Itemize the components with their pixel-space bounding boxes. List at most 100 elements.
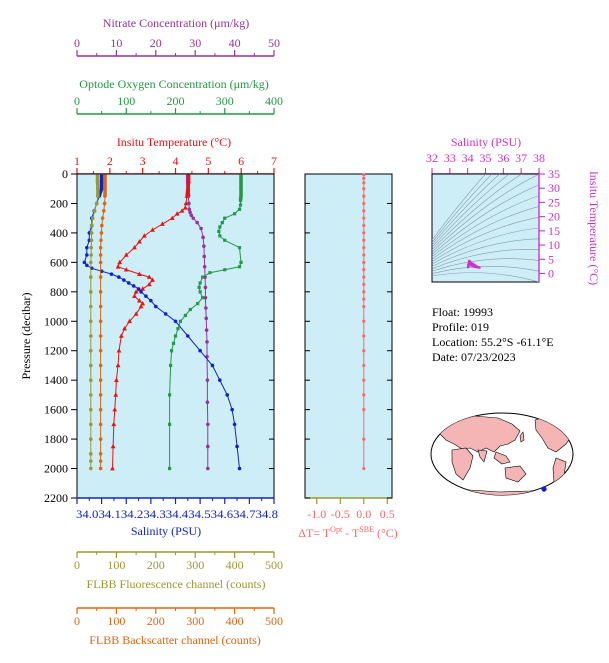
oxygen-point	[167, 422, 172, 426]
pressure-tick-label: 1200	[44, 344, 68, 358]
ts-density-contours	[432, 174, 539, 282]
fluor-axis-tick-label: 100	[107, 558, 125, 572]
delta-t-series-group	[362, 173, 366, 471]
salinity-point	[136, 287, 141, 291]
backscatter-point	[98, 290, 103, 294]
ts-temperature-axis-label: Insitu Temperature (°C)	[587, 171, 601, 285]
temperature-point	[110, 443, 116, 449]
backscatter-point	[98, 422, 103, 427]
nitrate-axis-tick-label: 50	[268, 36, 280, 50]
temperature-point	[159, 221, 165, 226]
oxygen-point	[239, 260, 243, 264]
temperature-point	[118, 333, 124, 338]
delta-t-point	[362, 275, 366, 279]
nitrate-point	[206, 422, 210, 427]
delta-t-tick-label: 0.5	[380, 507, 395, 521]
nitrate-axis-tick-label: 40	[229, 36, 241, 50]
backscatter-point	[98, 459, 103, 463]
ts-density-contour	[432, 174, 539, 253]
fluorescence-point	[88, 393, 93, 397]
nitrate-point	[204, 328, 209, 332]
temp-axis-tick-label: 5	[205, 154, 211, 168]
oxygen-axis-tick-label: 0	[74, 94, 80, 108]
ts-temperature-tick-label: 25	[548, 195, 560, 209]
profile-text: Profile: 019	[432, 320, 489, 334]
delta-t-point	[362, 260, 366, 264]
nitrate-axis: 0 10 20 30 40 50	[74, 36, 280, 57]
fluorescence-point	[89, 231, 94, 235]
salinity-point	[139, 290, 143, 294]
fluor-axis-tick-label: 200	[147, 558, 165, 572]
fluorescence-axis: 0 100 200 300 400 500	[74, 551, 283, 572]
delta-t-tick-label: 0.0	[356, 507, 371, 521]
temperature-point	[123, 267, 129, 272]
oxygen-point	[168, 363, 173, 368]
fluorescence-line	[90, 174, 99, 469]
nitrate-axis-tick-label: 20	[150, 36, 162, 50]
nitrate-point	[201, 235, 205, 240]
delta-t-point	[362, 282, 366, 287]
delta-t-point	[362, 437, 366, 441]
world-map	[430, 412, 574, 496]
temperature-point	[115, 362, 121, 368]
delta-t-point	[362, 181, 366, 185]
pressure-tick-label: 200	[50, 196, 68, 210]
oxygen-point	[198, 281, 202, 285]
temperature-axis-label: Insitu Temperature (°C)	[117, 135, 231, 149]
salinity-point	[144, 294, 148, 299]
oxygen-point	[223, 216, 227, 220]
fluorescence-point	[88, 459, 93, 463]
nitrate-point	[204, 306, 208, 310]
delta-t-point	[362, 253, 366, 257]
backscatter-point	[98, 304, 103, 309]
delta-t-point	[362, 246, 366, 250]
oxygen-point	[198, 290, 202, 294]
map-land-africa	[451, 447, 474, 481]
temperature-point	[112, 407, 118, 412]
pressure-tick-label: 0	[62, 167, 68, 181]
temperature-point	[182, 205, 188, 210]
fluorescence-point	[88, 260, 93, 265]
oxygen-point	[239, 194, 243, 198]
oxygen-point	[196, 302, 200, 306]
pressure-tick-label: 1000	[44, 314, 68, 328]
temperature-point	[169, 215, 175, 220]
ts-density-contour	[432, 227, 539, 265]
temperature-point	[183, 200, 189, 206]
temperature-point	[122, 326, 128, 331]
backscatter-point	[98, 260, 103, 265]
backscatter-point	[103, 179, 107, 184]
pressure-tick-label: 600	[50, 255, 68, 269]
salinity-point	[237, 466, 242, 471]
location-text: Location: 55.2°S -61.1°E	[432, 335, 554, 349]
nitrate-point	[195, 220, 199, 225]
oxygen-point	[220, 221, 224, 225]
temperature-point	[136, 239, 142, 244]
salinity-point	[149, 298, 153, 303]
ts-density-contour	[432, 174, 486, 241]
delta-t-point	[362, 209, 366, 213]
salinity-point	[235, 444, 239, 449]
bb-axis-tick-label: 500	[265, 614, 283, 628]
delta-t-axis-label: ΔT= TOpt - TSBE (°C)	[298, 525, 398, 540]
delta-t-point	[362, 223, 366, 228]
bb-axis-tick-label: 100	[107, 614, 125, 628]
temperature-point	[123, 252, 129, 257]
delta-t-point	[362, 304, 366, 309]
delta-t-point	[362, 238, 366, 242]
ts-density-contour	[432, 195, 539, 258]
temp-axis-tick-label: 3	[140, 154, 146, 168]
fluorescence-point	[88, 363, 93, 368]
backscatter-point	[99, 231, 104, 235]
fluorescence-axis-label: FLBB Fluorescence channel (counts)	[87, 577, 266, 591]
nitrate-point	[205, 340, 209, 344]
fluorescence-point	[88, 334, 93, 338]
ts-temperature-tick-label: 20	[548, 210, 560, 224]
oxygen-point	[167, 393, 172, 397]
map-land-india	[477, 449, 488, 463]
temperature-axis: 1 2 3 4 5 6 7	[74, 154, 277, 175]
salinity-point	[163, 312, 168, 316]
